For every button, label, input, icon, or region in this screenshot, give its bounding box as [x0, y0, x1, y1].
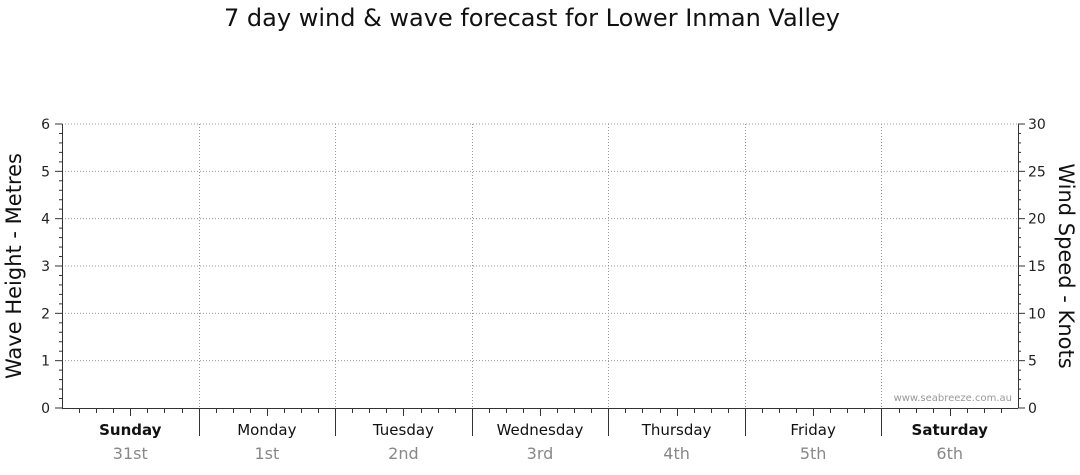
right-tick-label: 0 [1028, 401, 1037, 417]
right-tick-label: 5 [1028, 354, 1037, 370]
day-name-label: Saturday [912, 421, 989, 439]
day-date-label: 4th [663, 444, 690, 463]
day-date-label: 1st [254, 444, 279, 463]
right-tick-label: 15 [1028, 259, 1046, 275]
right-axis-ticks: 0 5 10 15 20 25 30 [1018, 117, 1046, 417]
chart-title: 7 day wind & wave forecast for Lower Inm… [224, 4, 840, 32]
left-tick-label: 3 [41, 259, 50, 275]
day-date-label: 2nd [388, 444, 418, 463]
day-name-label: Wednesday [497, 421, 584, 439]
day-name-label: Thursday [641, 421, 712, 439]
left-tick-label: 6 [41, 117, 50, 133]
axes [62, 124, 1019, 436]
right-axis-title: Wind Speed - Knots [1054, 163, 1078, 368]
right-tick-label: 25 [1028, 164, 1046, 180]
day-date-label: 3rd [527, 444, 554, 463]
day-name-label: Tuesday [372, 421, 434, 439]
grid-lines [62, 123, 1018, 408]
left-axis-title: Wave Height - Metres [2, 153, 26, 379]
left-tick-label: 0 [41, 401, 50, 417]
left-tick-label: 4 [41, 212, 50, 228]
day-date-label: 31st [113, 444, 148, 463]
right-tick-label: 30 [1028, 117, 1046, 133]
day-date-label: 6th [936, 444, 963, 463]
left-tick-label: 5 [41, 164, 50, 180]
day-name-label: Sunday [99, 421, 162, 439]
watermark: www.seabreeze.com.au [894, 393, 1012, 404]
right-tick-label: 10 [1028, 306, 1046, 322]
left-axis-ticks: 0 1 2 3 4 5 6 [41, 117, 62, 417]
day-name-label: Friday [790, 421, 836, 439]
left-tick-label: 1 [41, 354, 50, 370]
right-tick-label: 20 [1028, 212, 1046, 228]
day-labels: Sunday 31st Monday 1st Tuesday 2nd Wednesday 3r… [99, 421, 988, 463]
day-date-label: 5th [800, 444, 827, 463]
day-name-label: Monday [237, 421, 296, 439]
left-tick-label: 2 [41, 306, 50, 322]
